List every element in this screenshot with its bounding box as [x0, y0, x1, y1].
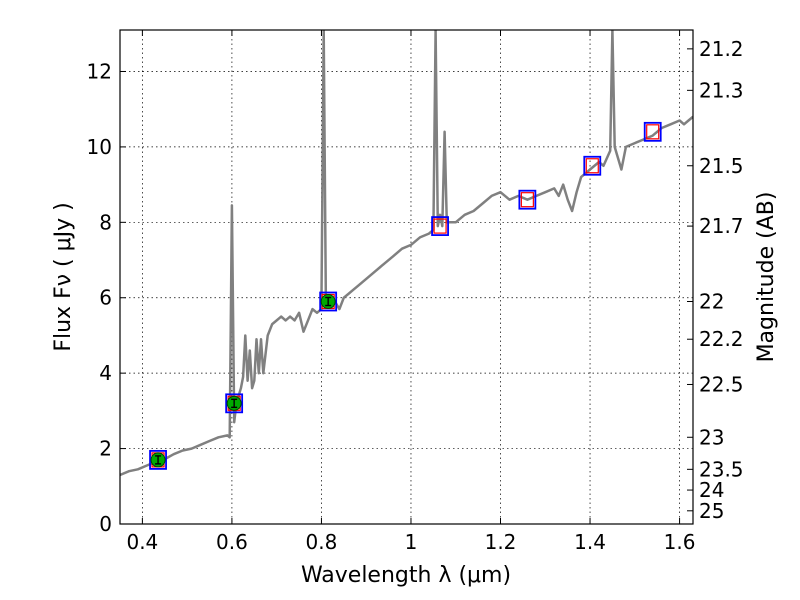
y-tick-label: 0 [99, 512, 112, 536]
plot-frame [119, 29, 694, 525]
axis-ticks: 0.4 0.6 0.8 1 1.2 1.4 1.602468101221.221.321.5… [87, 30, 744, 554]
model-box-inner [585, 158, 599, 174]
model-box-inner [433, 218, 447, 234]
model-box-outer [225, 393, 244, 414]
model-box-outer [583, 155, 602, 176]
mag-tick-label: 21.3 [699, 78, 744, 102]
model-box-outer [319, 291, 338, 312]
y-tick-label: 6 [99, 286, 112, 310]
x-tick-label: 1.6 [664, 530, 696, 554]
mag-tick-label: 24 [699, 478, 724, 502]
x-tick-label: 1.2 [485, 530, 517, 554]
model-box-inner [646, 124, 660, 140]
grid-lines [120, 30, 693, 525]
y-axis-right-label: Magnitude (AB) [754, 192, 779, 363]
mag-tick-label: 22.2 [699, 327, 744, 351]
y-tick-label: 2 [99, 437, 112, 461]
mag-tick-label: 21.7 [699, 214, 744, 238]
x-tick-label: 1 [405, 530, 418, 554]
x-tick-label: 1.4 [574, 530, 606, 554]
y-tick-label: 8 [99, 210, 112, 234]
x-tick-label: 0.6 [216, 530, 248, 554]
spectrum-line [120, 30, 693, 477]
mag-tick-label: 22.5 [699, 372, 744, 396]
y-tick-label: 12 [87, 59, 112, 83]
mag-tick-label: 23 [699, 425, 724, 449]
model-box-inner [520, 192, 534, 208]
mag-tick-label: 25 [699, 499, 724, 523]
model-box-outer [431, 216, 449, 236]
photometry-markers [149, 121, 662, 470]
y-tick-label: 4 [99, 361, 112, 385]
mag-tick-label: 21.2 [699, 37, 744, 61]
y-tick-label: 10 [87, 135, 112, 159]
x-tick-label: 0.8 [306, 530, 338, 554]
mag-tick-label: 22 [699, 290, 724, 314]
x-tick-label: 0.4 [126, 530, 158, 554]
model-box-outer [643, 121, 662, 142]
mag-tick-label: 23.5 [699, 457, 744, 481]
mag-tick-label: 21.5 [699, 154, 744, 178]
x-axis-label: Wavelength λ (μm) [301, 563, 511, 588]
model-box-outer [149, 449, 167, 470]
model-box-outer [518, 189, 537, 210]
y-axis-label: Flux Fν ( μJy ) [51, 202, 76, 351]
spectrum-series [120, 30, 693, 477]
